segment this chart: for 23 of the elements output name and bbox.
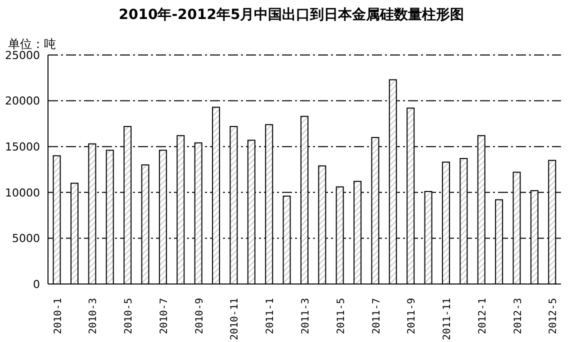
y-axis-title: 单位：吨	[8, 36, 56, 51]
y-tick-label: 5000	[12, 232, 40, 246]
x-tick-label: 2012-3	[512, 298, 524, 334]
x-tick-label: 2010-3	[88, 298, 100, 334]
x-tick-label: 2010-11	[230, 298, 241, 340]
y-tick-label: 10000	[5, 186, 40, 200]
x-tick-label: 2011-11	[442, 298, 454, 340]
y-tick-label: 0	[33, 278, 40, 291]
chart-title: 2010年-2012年5月中国出口到日本金属硅数量柱形图	[118, 6, 466, 24]
x-tick-label: 2011-3	[300, 298, 312, 334]
x-tick-label: 2010-7	[158, 298, 170, 334]
x-tick-label: 2012-5	[548, 298, 560, 334]
y-tick-label: 20000	[5, 94, 40, 108]
y-tick-label: 15000	[5, 140, 40, 154]
x-tick-label: 2011-9	[406, 298, 418, 334]
x-tick-label: 2010-5	[124, 298, 135, 334]
x-tick-label: 2011-1	[265, 298, 276, 334]
y-tick-label: 25000	[5, 48, 40, 62]
x-tick-label: 2010-1	[52, 298, 64, 334]
x-tick-label: 2010-9	[194, 298, 206, 334]
x-tick-label: 2011-7	[371, 298, 382, 334]
x-tick-label: 2011-5	[336, 298, 347, 334]
x-tick-label: 2012-1	[477, 298, 488, 334]
